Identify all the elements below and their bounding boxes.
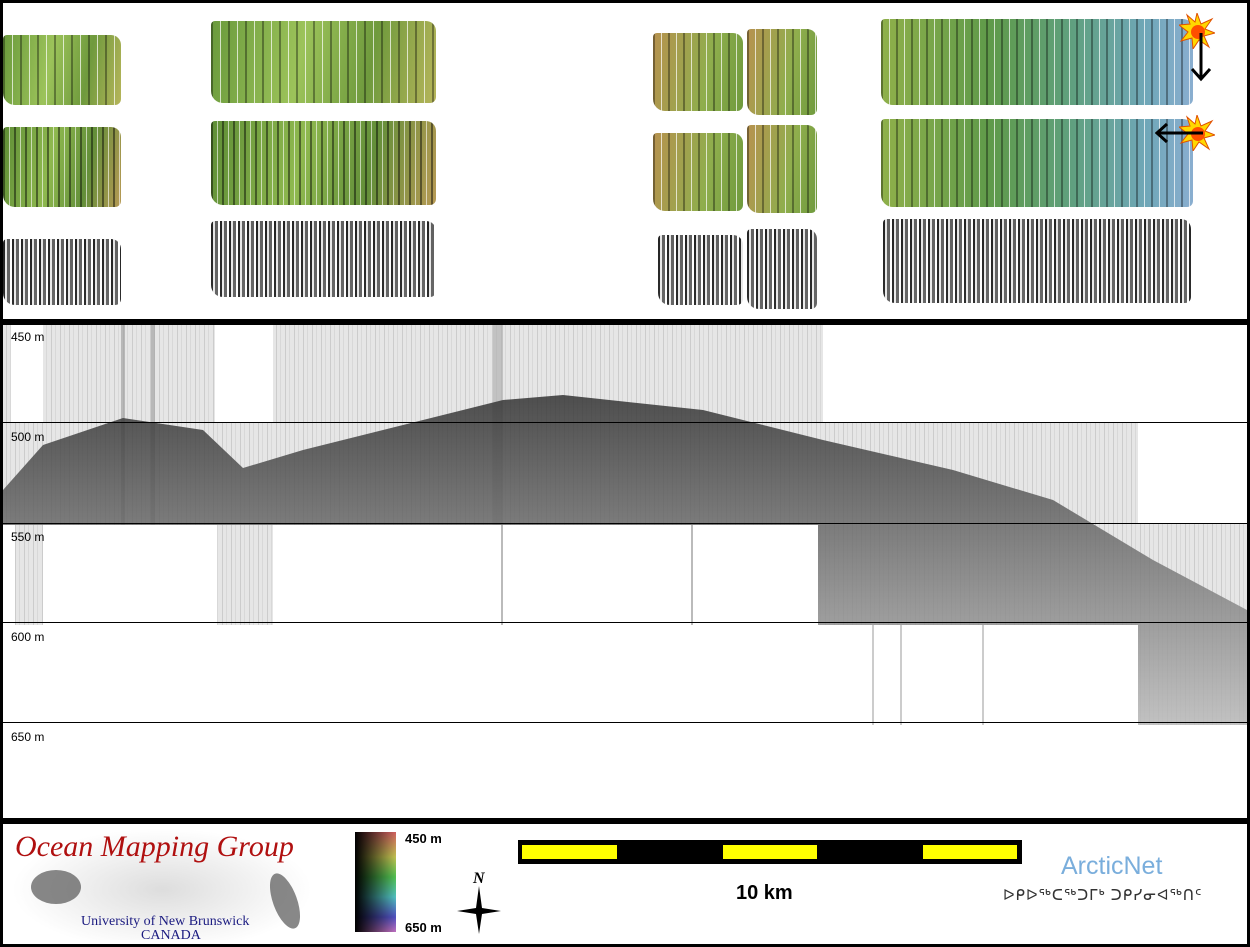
swath-shaded-1a (3, 35, 121, 105)
swath-overview-panel (3, 3, 1247, 319)
arrow-left-icon (1155, 122, 1203, 144)
subbottom-profile-panel: 450 m 500 m 550 m 600 m 650 m (3, 325, 1247, 818)
swath-shaded-2b (211, 121, 436, 205)
swath-shaded-2a (3, 127, 121, 207)
depth-label-650: 650 m (11, 730, 45, 744)
scale-label: 10 km (736, 882, 793, 904)
swath-shaded-2e (881, 119, 1193, 207)
depth-label-550: 550 m (11, 530, 45, 544)
arcticnet-logo-name: ArcticNet (1061, 852, 1163, 880)
colorbar-bottom-label: 650 m (405, 920, 442, 935)
colorbar-top-label: 450 m (405, 831, 442, 846)
swath-backscatter-3d (747, 229, 817, 309)
depth-label-600: 600 m (11, 630, 45, 644)
swath-shaded-2d (747, 125, 817, 213)
swath-backscatter-3e (883, 219, 1191, 303)
profile-image (3, 325, 1247, 725)
swath-backscatter-3b (211, 221, 436, 297)
depth-label-500: 500 m (11, 430, 45, 444)
scale-bar-segment (522, 845, 617, 859)
depth-gridline (3, 523, 1247, 524)
swath-shaded-1c (653, 33, 743, 111)
arcticnet-logo-inuktitut: ᐅᑭᐅᖅᑕᖅᑐᒥᒃ ᑐᑭᓯᓂᐊᖅᑎᑦ (1003, 887, 1203, 904)
swath-backscatter-3a (3, 239, 121, 305)
north-label: N (473, 870, 485, 887)
swath-shaded-1b (211, 21, 436, 103)
legend-panel: Ocean Mapping Group University of New Br… (3, 824, 1247, 944)
depth-gridline (3, 622, 1247, 623)
logo-country: CANADA (141, 928, 201, 943)
depth-colorbar (355, 832, 396, 932)
logo-seafloor-graphic (263, 869, 307, 933)
depth-gridline (3, 422, 1247, 423)
swath-shaded-2c (653, 133, 743, 211)
north-arrow-icon (457, 886, 501, 934)
logo-university: University of New Brunswick (81, 914, 250, 929)
swath-shaded-1e (881, 19, 1193, 105)
scale-bar-segment (923, 845, 1017, 859)
logo-title: Ocean Mapping Group (15, 830, 294, 863)
swath-backscatter-3c (658, 235, 743, 305)
seafloor-reflector (3, 395, 1247, 725)
swath-shaded-1d (747, 29, 817, 115)
scale-bar-segment (723, 845, 817, 859)
arrow-down-icon (1190, 33, 1212, 82)
scale-bar (518, 840, 1022, 864)
depth-label-450: 450 m (11, 330, 45, 344)
depth-gridline (3, 722, 1247, 723)
logo-seafloor-graphic (31, 870, 81, 904)
ocean-mapping-group-logo: Ocean Mapping Group University of New Br… (11, 828, 313, 943)
